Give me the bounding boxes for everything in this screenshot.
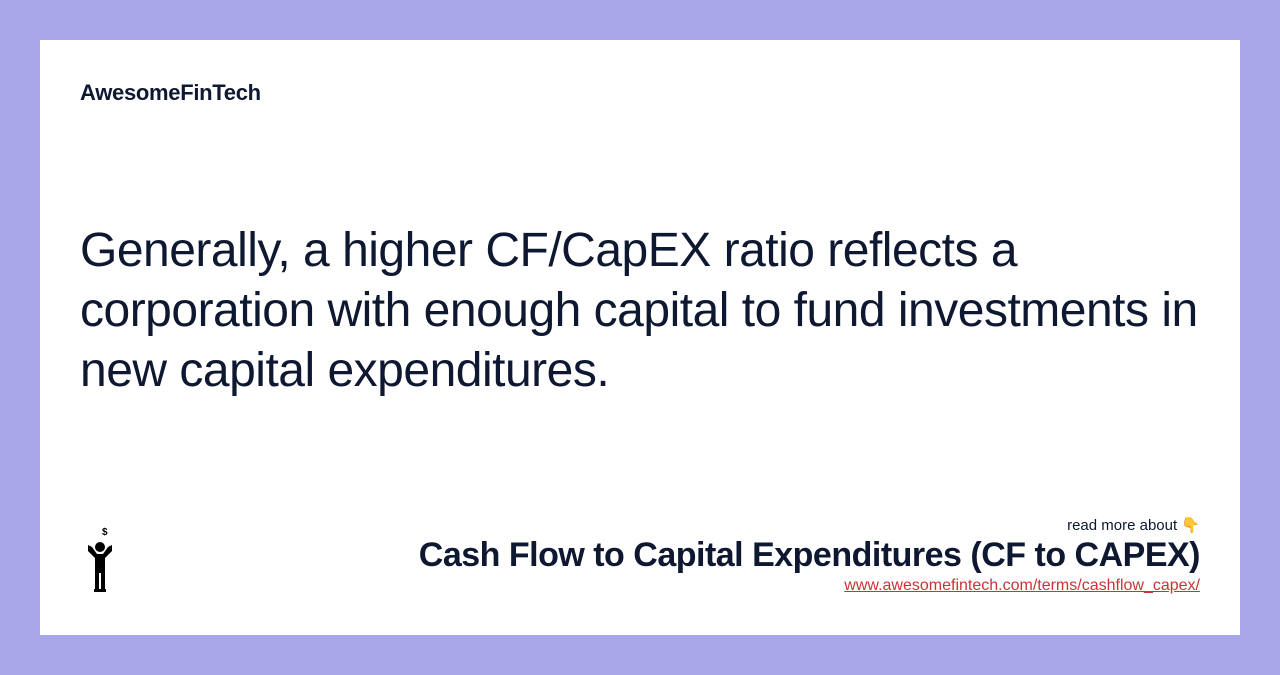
read-more-label: read more about 👇 [419, 516, 1200, 534]
source-url[interactable]: www.awesomefintech.com/terms/cashflow_ca… [419, 577, 1200, 595]
main-text-container: Generally, a higher CF/CapEX ratio refle… [80, 106, 1200, 516]
footer-right: read more about 👇 Cash Flow to Capital E… [419, 516, 1200, 595]
term-title: Cash Flow to Capital Expenditures (CF to… [419, 536, 1200, 575]
main-paragraph: Generally, a higher CF/CapEX ratio refle… [80, 221, 1200, 401]
brand-name: AwesomeFinTech [80, 80, 1200, 106]
svg-text:$: $ [102, 527, 108, 538]
content-card: AwesomeFinTech Generally, a higher CF/Ca… [40, 40, 1240, 635]
footer: $ read more about 👇 Cash Flow to Capital… [80, 516, 1200, 595]
person-money-icon: $ [80, 525, 120, 595]
